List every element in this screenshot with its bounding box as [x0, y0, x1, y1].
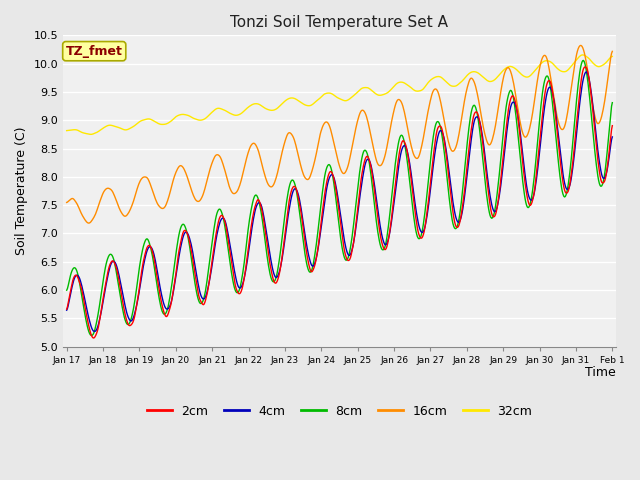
4cm [185, 233, 193, 239]
8cm [185, 239, 193, 245]
32cm [214, 106, 221, 111]
16cm [185, 179, 193, 185]
8cm [406, 185, 414, 191]
2cm [90, 335, 97, 341]
16cm [609, 48, 616, 54]
2cm [581, 64, 589, 70]
Line: 4cm: 4cm [67, 72, 612, 331]
2cm [130, 318, 138, 324]
16cm [85, 220, 93, 226]
32cm [579, 52, 586, 58]
4cm [609, 134, 616, 140]
Y-axis label: Soil Temperature (C): Soil Temperature (C) [15, 127, 28, 255]
Line: 8cm: 8cm [67, 60, 612, 336]
16cm [577, 43, 584, 48]
4cm [91, 328, 99, 334]
32cm [609, 54, 616, 60]
8cm [88, 333, 95, 338]
4cm [73, 273, 81, 278]
32cm [185, 113, 193, 119]
8cm [63, 288, 70, 293]
16cm [422, 118, 430, 123]
4cm [582, 69, 590, 75]
32cm [63, 128, 70, 133]
4cm [63, 307, 70, 313]
Line: 32cm: 32cm [67, 55, 612, 134]
Text: TZ_fmet: TZ_fmet [66, 45, 123, 58]
Line: 2cm: 2cm [67, 67, 612, 338]
Legend: 2cm, 4cm, 8cm, 16cm, 32cm: 2cm, 4cm, 8cm, 16cm, 32cm [141, 400, 538, 423]
16cm [73, 200, 81, 206]
Title: Tonzi Soil Temperature Set A: Tonzi Soil Temperature Set A [230, 15, 449, 30]
16cm [130, 198, 138, 204]
2cm [214, 222, 221, 228]
2cm [609, 123, 616, 129]
4cm [422, 217, 430, 223]
8cm [73, 267, 81, 273]
32cm [422, 82, 430, 88]
2cm [63, 306, 70, 312]
4cm [214, 228, 221, 234]
8cm [130, 306, 138, 312]
4cm [130, 314, 138, 320]
8cm [214, 208, 221, 214]
16cm [214, 152, 221, 157]
2cm [406, 171, 414, 177]
Line: 16cm: 16cm [67, 46, 612, 223]
2cm [73, 273, 81, 278]
32cm [130, 123, 138, 129]
32cm [73, 127, 81, 133]
32cm [87, 132, 95, 137]
2cm [422, 215, 430, 220]
X-axis label: Time: Time [585, 366, 616, 379]
8cm [609, 100, 616, 106]
16cm [406, 140, 414, 145]
8cm [422, 197, 430, 203]
2cm [185, 236, 193, 241]
4cm [406, 166, 414, 171]
8cm [580, 58, 588, 63]
32cm [406, 84, 414, 90]
16cm [63, 200, 70, 205]
